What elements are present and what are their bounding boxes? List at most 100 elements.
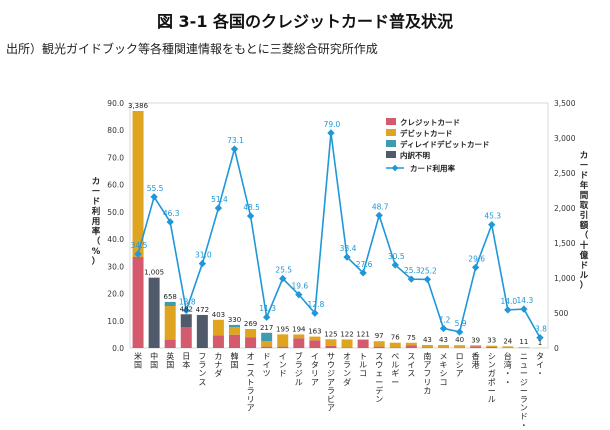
- line-data-label: 46.3: [163, 209, 180, 218]
- line-data-label: 14.0: [500, 297, 517, 306]
- bar-segment: [293, 334, 305, 339]
- bar-segment: [229, 327, 240, 335]
- bar-total-label: 195: [276, 325, 289, 333]
- y2-tick-label: 500: [554, 309, 569, 318]
- line-marker: [295, 290, 303, 299]
- legend-swatch: [386, 151, 396, 158]
- plot-area: [129, 102, 549, 349]
- bar-segment: [196, 314, 208, 348]
- line-data-label: 13.8: [179, 297, 196, 306]
- bar-total-label: 43: [439, 336, 448, 344]
- line-data-label: 25.5: [275, 266, 292, 275]
- line-marker: [198, 259, 207, 268]
- line-data-label: 3.8: [535, 325, 547, 334]
- y-tick-label: 90.0: [107, 99, 124, 108]
- y-tick-label: 70.0: [107, 153, 124, 162]
- bar-segment: [421, 347, 433, 348]
- x-tick-label: オーストラリア: [247, 352, 255, 413]
- line-marker: [375, 211, 383, 220]
- bar-total-label: 1,005: [144, 269, 164, 277]
- bar-total-label: 482: [180, 305, 193, 313]
- legend-swatch: [386, 118, 396, 125]
- bar-total-label: 43: [423, 336, 432, 344]
- bar-segment: [261, 332, 273, 341]
- bar-total-label: 76: [391, 334, 400, 342]
- x-tick-label: スウェーデン: [375, 352, 383, 404]
- x-tick-label: 日本: [182, 352, 190, 370]
- bar-total-label: 3,386: [128, 102, 149, 110]
- bar-segment: [438, 344, 449, 348]
- line-marker: [182, 306, 190, 315]
- x-tick-label: メキシコ: [440, 352, 448, 387]
- bar-total-label: 40: [455, 336, 464, 344]
- y2-tick-label: 3,500: [554, 99, 576, 108]
- bar-segment: [389, 347, 401, 348]
- bar-segment: [164, 339, 176, 348]
- bar-total-label: 97: [375, 332, 384, 340]
- bar-total-label: 217: [260, 324, 273, 332]
- line-marker: [536, 333, 544, 342]
- bar-total-label: 472: [196, 306, 209, 314]
- line-marker: [230, 145, 239, 153]
- x-tick-label: 台湾・・: [504, 351, 512, 387]
- y-tick-label: 40.0: [107, 235, 124, 244]
- line-data-label: 48.7: [372, 202, 389, 211]
- bar-segment: [486, 346, 498, 348]
- x-tick-label: 米国: [134, 351, 142, 370]
- bar-total-label: 658: [164, 293, 177, 301]
- line-data-label: 12.8: [308, 300, 325, 309]
- line-marker: [327, 129, 335, 137]
- bar-total-label: 24: [503, 337, 512, 345]
- line-marker: [520, 305, 528, 313]
- y2-tick-label: 2,000: [554, 204, 576, 213]
- bar-segment: [148, 277, 160, 348]
- bar-segment: [261, 341, 273, 347]
- y2-tick-label: 1,500: [554, 239, 576, 248]
- x-tick-label: サウジアラビア: [327, 352, 335, 413]
- bar-segment: [229, 334, 240, 348]
- x-tick-label: カナダ: [214, 352, 222, 378]
- line-marker: [407, 275, 416, 283]
- bar-total-label: 403: [212, 311, 225, 319]
- bar-segment: [502, 346, 514, 348]
- bar-segment: [486, 345, 498, 347]
- legend-swatch: [386, 129, 396, 136]
- bar-total-label: 122: [340, 330, 353, 338]
- utilization-line: [137, 132, 541, 339]
- bar-total-label: 121: [356, 331, 369, 339]
- y2-tick-label: 3,000: [554, 134, 576, 143]
- bar-total-label: 39: [471, 336, 480, 344]
- y-tick-label: 60.0: [107, 181, 124, 190]
- legend-label: 内訳不明: [400, 150, 430, 160]
- line-marker: [423, 275, 432, 284]
- figure-title: 図 3-1 各国のクレジットカード普及状況: [156, 12, 454, 31]
- line-marker: [279, 274, 287, 283]
- line-marker: [262, 313, 271, 321]
- line-marker: [488, 221, 496, 229]
- line-data-label: 45.3: [484, 212, 501, 221]
- bar-segment: [229, 324, 240, 327]
- bar-total-label: 269: [244, 320, 257, 328]
- line-marker: [246, 212, 255, 220]
- line-marker: [391, 261, 399, 269]
- bar-segment: [373, 341, 385, 347]
- x-tick-label: フランス: [198, 352, 206, 387]
- y2-tick-label: 1,000: [554, 274, 576, 283]
- bar-total-label: 1: [538, 339, 542, 347]
- legend-label: ディレイドデビットカード: [400, 139, 489, 149]
- bar-segment: [245, 329, 257, 338]
- line-data-label: 14.3: [517, 296, 534, 305]
- bar-segment: [325, 345, 337, 348]
- bar-segment: [357, 339, 369, 348]
- line-data-label: 30.5: [388, 252, 405, 261]
- line-marker: [150, 193, 158, 201]
- bar-segment: [212, 335, 224, 348]
- bar-segment: [212, 319, 224, 336]
- bar-segment: [325, 339, 337, 346]
- line-data-label: 29.6: [468, 254, 485, 263]
- line-marker: [214, 204, 223, 212]
- x-tick-label: タイ・: [536, 352, 544, 378]
- line-data-label: 51.4: [211, 195, 228, 204]
